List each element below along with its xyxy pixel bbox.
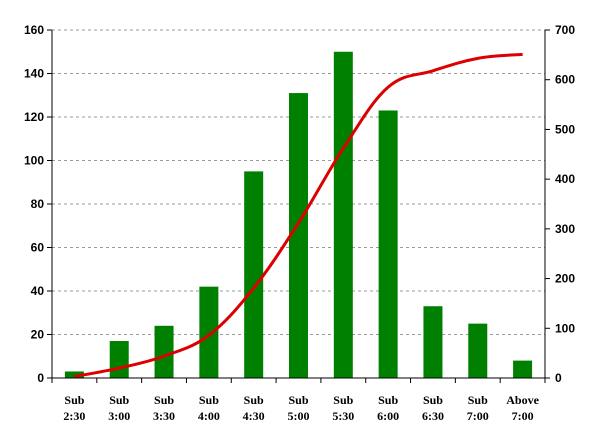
- x-tick-label-line: 3:00: [108, 409, 130, 423]
- x-tick-label-line: 2:30: [63, 409, 85, 423]
- x-tick-label: Above 7:00: [506, 393, 539, 423]
- right-tick-label: 300: [555, 222, 575, 236]
- x-tick-label-line: 5:00: [288, 409, 310, 423]
- bar-series: [64, 51, 533, 378]
- left-tick-label: 40: [31, 284, 45, 298]
- x-tick-label-line: 5:30: [332, 409, 354, 423]
- bar: [244, 171, 264, 378]
- right-axis-ticks: 0 100 200 300 400 500 600 700: [545, 23, 575, 385]
- x-tick-label-line: 3:30: [153, 409, 175, 423]
- x-tick-label-line: Sub: [423, 393, 443, 407]
- cumulative-line-series: [74, 52, 523, 378]
- left-tick-label: 20: [31, 328, 45, 342]
- x-tick-label: Sub 4:00: [198, 393, 220, 423]
- left-tick-label: 80: [31, 197, 45, 211]
- x-axis-ticks: Sub 2:30 Sub 3:00 Sub 3:30 Sub 4:00 Sub 4:30 Sub 5:…: [51, 378, 546, 423]
- right-tick-label: 100: [555, 321, 575, 335]
- x-tick-label: Sub 7:00: [467, 393, 489, 423]
- x-tick-label-line: 6:00: [377, 409, 399, 423]
- bar: [333, 51, 353, 378]
- x-tick-label-line: Sub: [244, 393, 264, 407]
- right-tick-label: 400: [555, 172, 575, 186]
- x-tick-label-line: 7:00: [467, 409, 489, 423]
- x-tick-label-line: 7:00: [512, 409, 534, 423]
- x-tick-label-line: 6:30: [422, 409, 444, 423]
- bar: [468, 323, 488, 378]
- x-tick-label-line: Sub: [468, 393, 488, 407]
- left-tick-label: 140: [24, 67, 44, 81]
- x-tick-label: Sub 3:30: [153, 393, 175, 423]
- left-tick-label: 60: [31, 241, 45, 255]
- left-tick-label: 100: [24, 154, 44, 168]
- right-tick-label: 0: [555, 371, 562, 385]
- left-tick-label: 160: [24, 23, 44, 37]
- right-tick-label: 600: [555, 73, 575, 87]
- bar: [378, 110, 398, 378]
- x-tick-label-line: 4:00: [198, 409, 220, 423]
- x-tick-label-line: Sub: [378, 393, 398, 407]
- bar: [513, 360, 533, 378]
- right-tick-label: 700: [555, 23, 575, 37]
- bar: [423, 306, 443, 378]
- x-tick-label-line: Sub: [199, 393, 219, 407]
- x-tick-label-line: Sub: [64, 393, 84, 407]
- x-tick-label-line: 4:30: [243, 409, 265, 423]
- x-tick-label: Sub 6:00: [377, 393, 399, 423]
- bar: [199, 286, 219, 378]
- x-tick-label: Sub 5:00: [288, 393, 310, 423]
- x-tick-label: Sub 3:00: [108, 393, 130, 423]
- x-tick-label: Sub 2:30: [63, 393, 85, 423]
- left-axis-ticks: 0 20 40 60 80 100 120 140 160: [24, 23, 52, 385]
- x-tick-label-line: Sub: [288, 393, 308, 407]
- x-tick-label-line: Sub: [333, 393, 353, 407]
- x-tick-label-line: Above: [506, 393, 539, 407]
- right-tick-label: 200: [555, 272, 575, 286]
- left-tick-label: 120: [24, 110, 44, 124]
- bar: [64, 371, 84, 378]
- x-tick-label: Sub 5:30: [332, 393, 354, 423]
- x-tick-label-line: Sub: [109, 393, 129, 407]
- right-tick-label: 500: [555, 122, 575, 136]
- bar: [154, 325, 174, 378]
- x-tick-label-line: Sub: [154, 393, 174, 407]
- left-tick-label: 0: [37, 371, 44, 385]
- x-tick-label: Sub 6:30: [422, 393, 444, 423]
- bar: [109, 341, 129, 378]
- x-tick-label: Sub 4:30: [243, 393, 265, 423]
- bar: [289, 93, 308, 378]
